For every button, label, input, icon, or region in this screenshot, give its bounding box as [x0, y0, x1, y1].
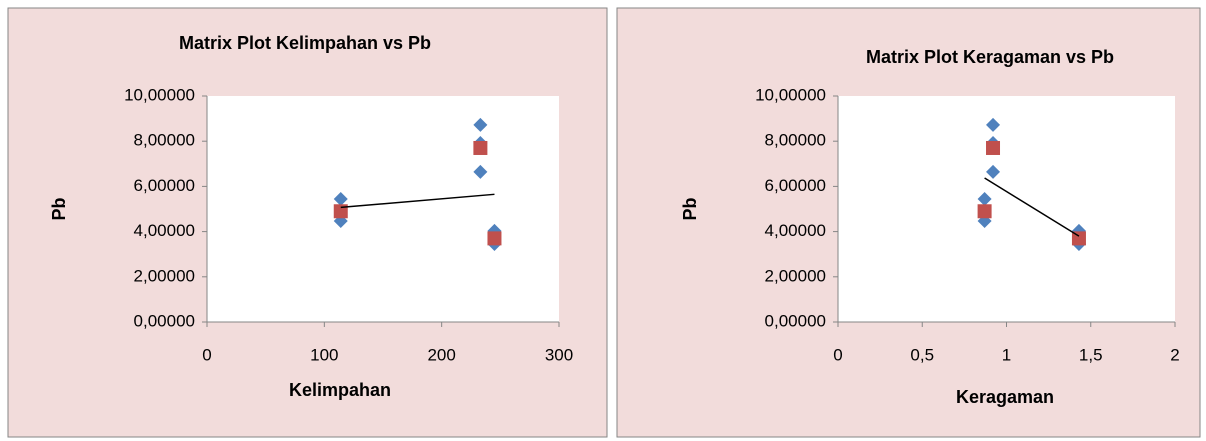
- diamond-point: [333, 192, 348, 207]
- y-tick-label: 4,00000: [765, 221, 826, 240]
- square-point: [977, 204, 992, 219]
- y-tick-label: 8,00000: [765, 131, 826, 150]
- x-tick-label: 0: [833, 345, 842, 364]
- chart-title: Matrix Plot Kelimpahan vs Pb: [179, 33, 431, 53]
- x-tick-label: 100: [310, 345, 338, 364]
- y-axis-label: Pb: [49, 197, 69, 220]
- trend-line: [984, 177, 1080, 237]
- x-tick-label: 2: [1170, 345, 1179, 364]
- diamond-point: [977, 192, 992, 207]
- diamond-point: [986, 117, 1001, 132]
- y-tick-label: 4,00000: [134, 221, 195, 240]
- square-point: [986, 140, 1001, 155]
- chart-title: Matrix Plot Keragaman vs Pb: [866, 47, 1114, 67]
- x-tick-label: 1,5: [1079, 345, 1103, 364]
- x-axis-label: Kelimpahan: [289, 380, 391, 400]
- y-tick-label: 8,00000: [134, 131, 195, 150]
- y-tick-label: 0,00000: [765, 311, 826, 330]
- y-tick-label: 10,00000: [755, 85, 826, 104]
- x-axis-label: Keragaman: [956, 387, 1054, 407]
- diamond-point: [473, 164, 488, 179]
- y-tick-label: 10,00000: [124, 85, 195, 104]
- diamond-point: [473, 117, 488, 132]
- diamond-point: [986, 164, 1001, 179]
- y-tick-label: 0,00000: [134, 311, 195, 330]
- x-tick-label: 200: [427, 345, 455, 364]
- y-tick-label: 2,00000: [765, 266, 826, 285]
- y-axis-label: Pb: [680, 197, 700, 220]
- y-tick-label: 2,00000: [134, 266, 195, 285]
- x-tick-label: 0,5: [910, 345, 934, 364]
- x-tick-label: 1: [1002, 345, 1011, 364]
- trend-line: [340, 193, 495, 209]
- square-point: [1071, 231, 1086, 246]
- plot-area: [207, 96, 559, 322]
- x-tick-label: 0: [202, 345, 211, 364]
- square-point: [487, 231, 502, 246]
- y-tick-label: 6,00000: [765, 176, 826, 195]
- square-point: [473, 140, 488, 155]
- y-tick-label: 6,00000: [134, 176, 195, 195]
- plot-area: [838, 96, 1175, 322]
- x-tick-label: 300: [545, 345, 573, 364]
